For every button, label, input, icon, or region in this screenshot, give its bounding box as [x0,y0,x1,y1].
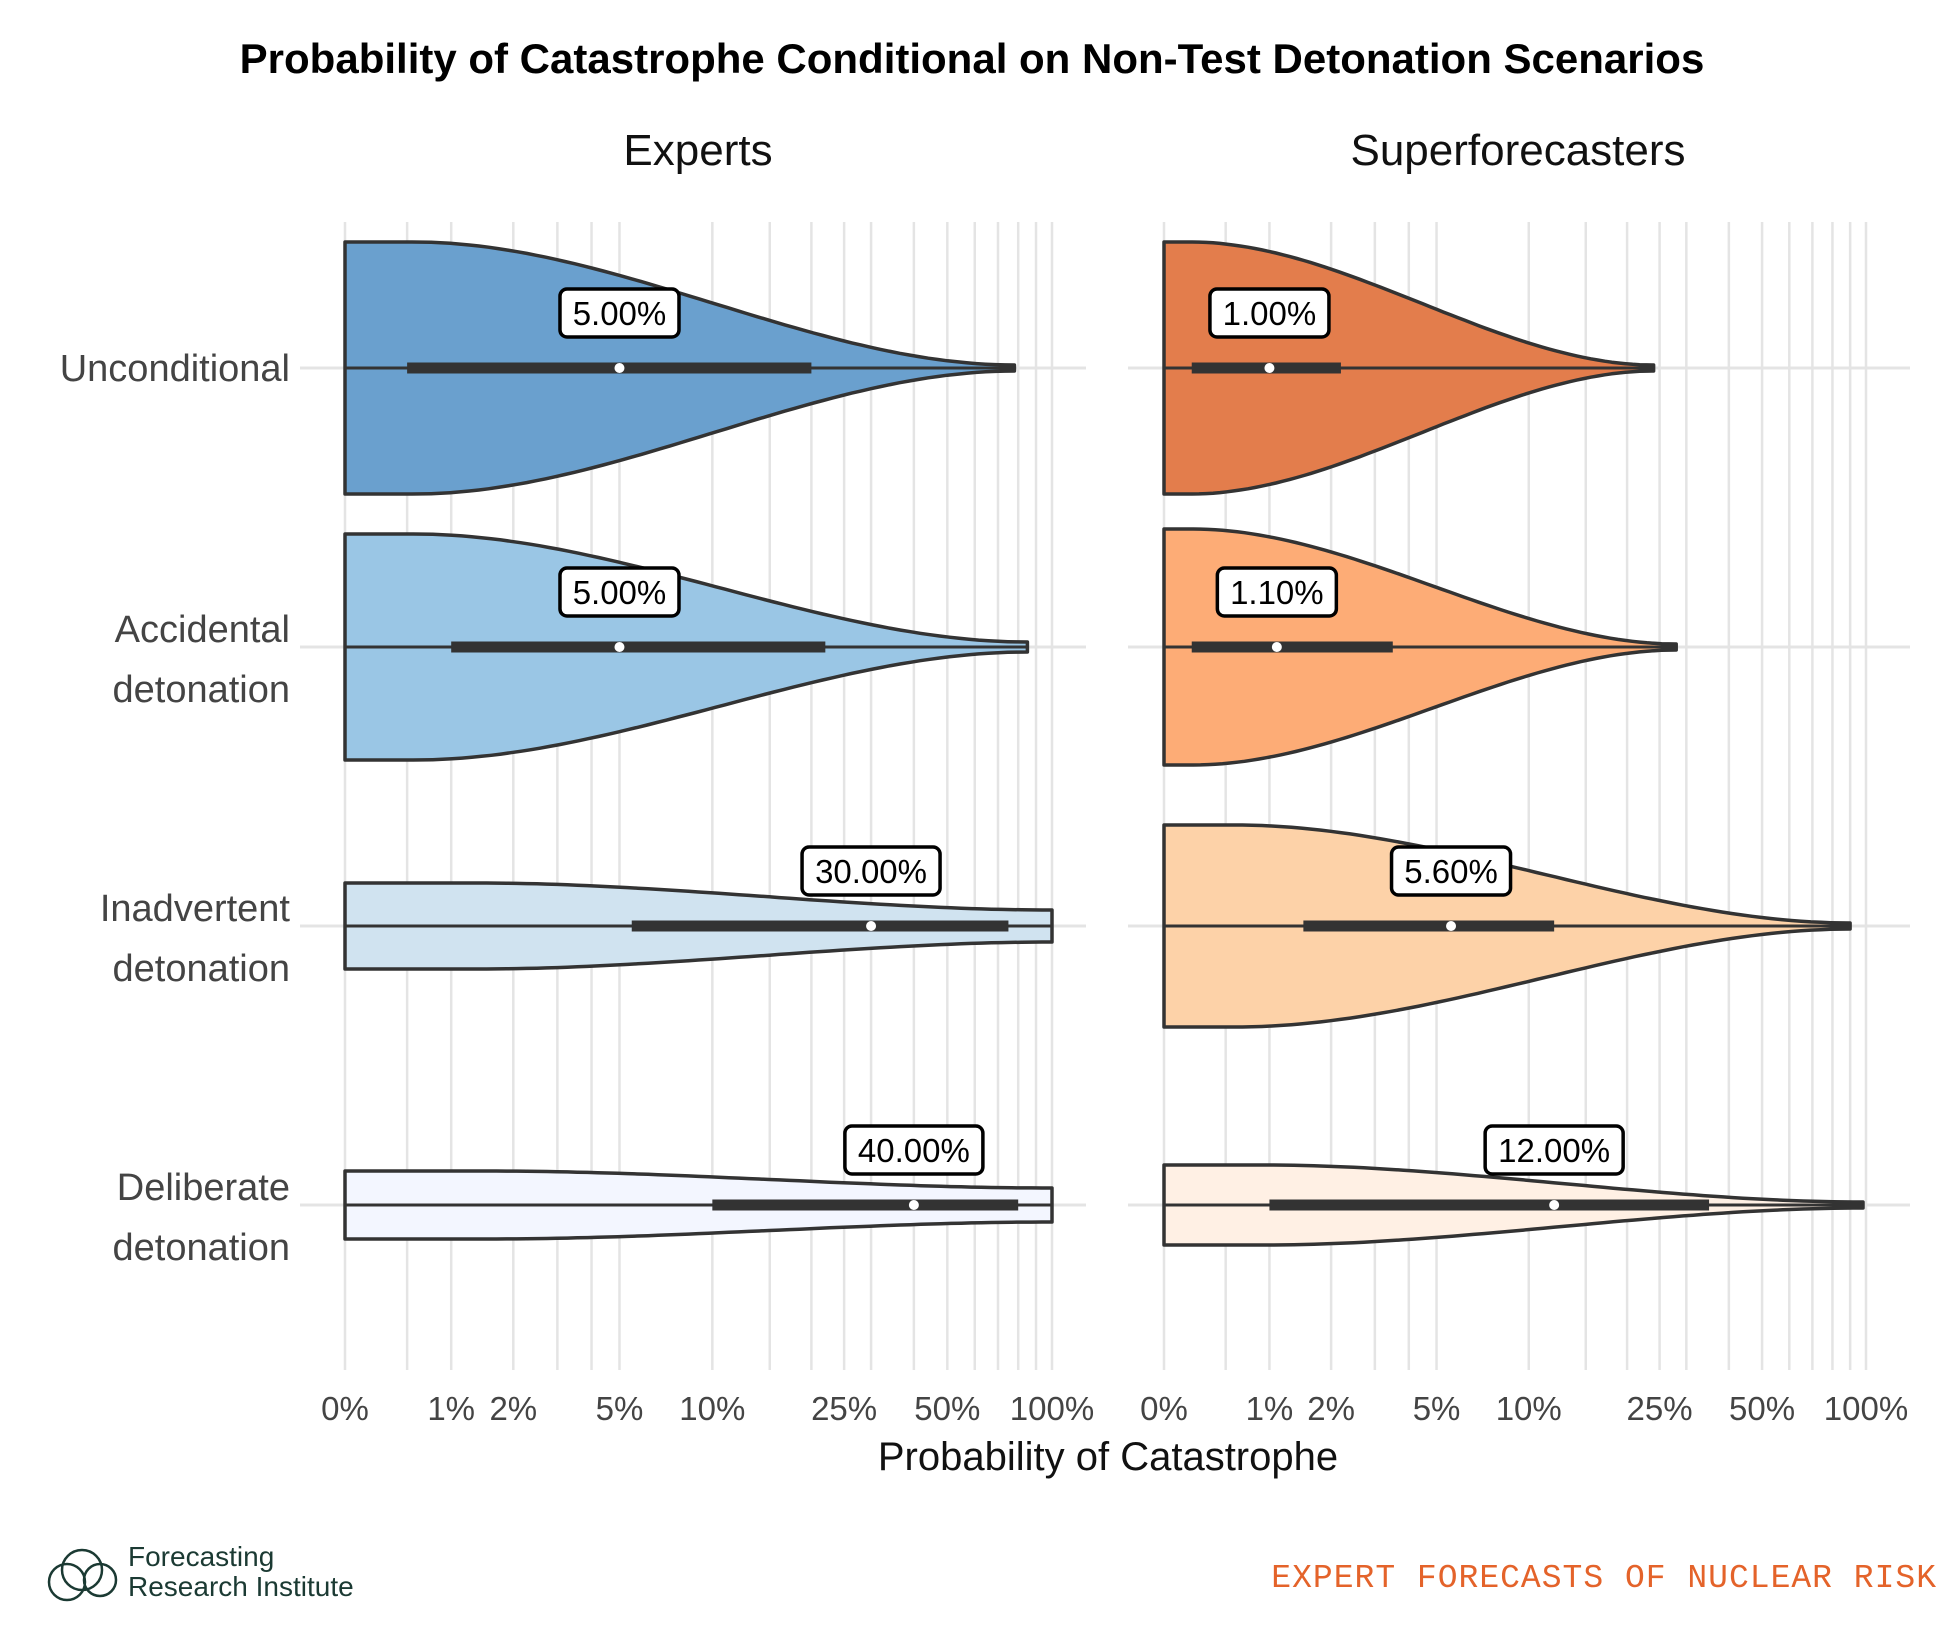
y-category-label: Deliberate detonation [113,1167,291,1269]
x-tick-label: 2% [489,1390,537,1427]
median-point [614,363,625,373]
y-category-label: Inadvertent detonation [100,888,291,990]
median-point [614,642,625,652]
median-label: 12.00% [1498,1132,1610,1169]
panel-title-experts: Experts [623,126,772,175]
y-category-label: Accidental detonation [113,609,291,711]
median-label: 1.00% [1223,295,1317,332]
y-axis-labels: Unconditional Accidental detonation Inadver… [60,348,291,1269]
median-label: 5.00% [573,574,667,611]
x-tick-label: 25% [811,1390,877,1427]
x-tick-label: 0% [1140,1390,1188,1427]
x-tick-label: 10% [1496,1390,1562,1427]
median-label: 1.10% [1230,574,1324,611]
x-tick-label: 100% [1010,1390,1094,1427]
x-axis-tick-labels: 0% 1% 2% 5% 10% 25% 50% 100% 0% 1% 2% 5% 10% 25% 50% 10… [321,1390,1908,1427]
forecasting-research-institute-logo: Forecasting Research Institute [42,1540,354,1604]
median-label: 5.60% [1404,853,1498,890]
median-point [866,921,877,931]
y-category-label: Unconditional [60,348,290,390]
median-label-box [1389,845,1513,897]
x-tick-label: 1% [427,1390,475,1427]
x-tick-label: 5% [1413,1390,1461,1427]
fri-logo-icon [47,1548,118,1602]
report-tagline: EXPERT FORECASTS OF NUCLEAR RISK [1271,1560,1937,1597]
panel-title-superforecasters: Superforecasters [1350,126,1685,175]
x-tick-label: 25% [1627,1390,1693,1427]
median-point [1264,363,1275,373]
median-point [1271,642,1282,652]
median-label: 30.00% [815,853,927,890]
x-tick-label: 10% [679,1390,745,1427]
median-label-box [843,1124,985,1176]
median-label-box [558,566,681,618]
median-label: 5.00% [573,295,667,332]
x-tick-label: 2% [1307,1390,1355,1427]
median-label-box [558,287,681,339]
median-label-box [1215,566,1339,618]
x-tick-label: 50% [1729,1390,1795,1427]
median-label-box [1483,1124,1625,1176]
median-point [1549,1200,1560,1210]
violins: 5.00% 5.00% 30.00% 40.00% 1.00% 1.10% 5.60% 12.… [343,240,1865,1247]
x-tick-label: 100% [1824,1390,1908,1427]
x-tick-label: 50% [914,1390,980,1427]
x-axis-label: Probability of Catastrophe [878,1435,1338,1479]
x-tick-label: 0% [321,1390,369,1427]
median-label: 40.00% [858,1132,970,1169]
chart-title: Probability of Catastrophe Conditional o… [240,35,1705,82]
brand-name-line1: Forecasting [128,1541,275,1572]
median-label-box [1208,287,1331,339]
x-tick-label: 5% [596,1390,644,1427]
median-point [908,1200,919,1210]
median-label-box [800,845,942,897]
brand-name-line2: Research Institute [128,1571,354,1602]
median-point [1446,921,1457,931]
x-tick-label: 1% [1246,1390,1294,1427]
